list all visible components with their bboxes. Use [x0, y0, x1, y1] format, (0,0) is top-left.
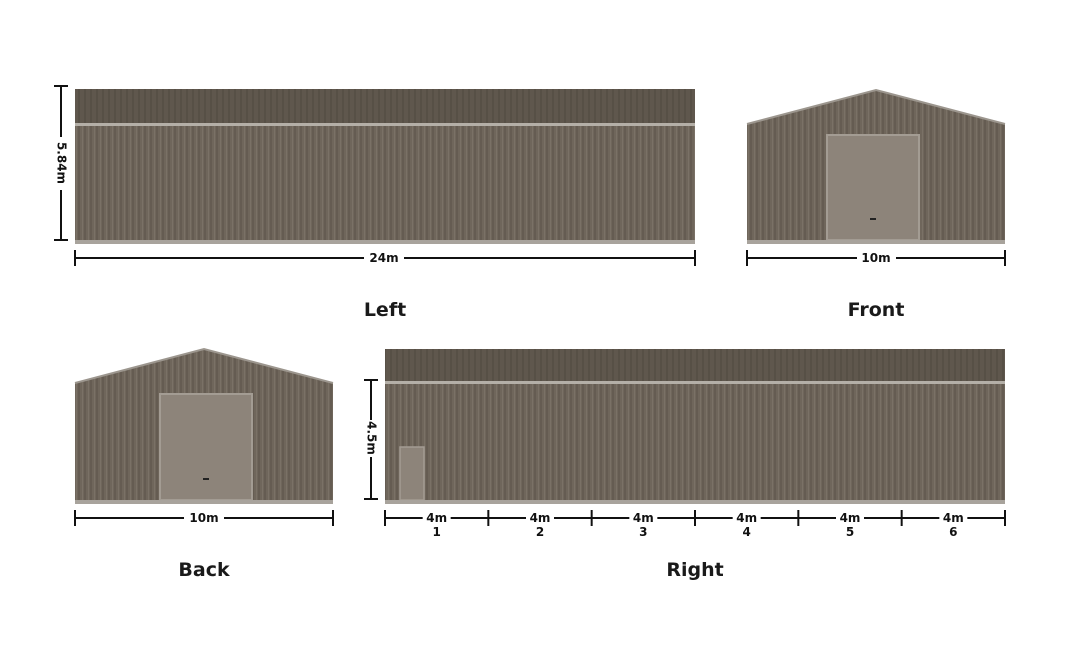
back-elevation	[74, 347, 334, 504]
front-width-dimension	[746, 250, 1006, 266]
left-height-label: 5.84m	[55, 142, 69, 184]
front-roof-edge	[746, 88, 1006, 125]
bay-width-label: 4m	[426, 511, 447, 525]
left-roof-band	[75, 89, 695, 123]
right-wall	[385, 384, 1005, 500]
front-door-handle	[870, 218, 876, 220]
back-roof-edge	[74, 347, 334, 384]
right-height-label: 4.5m	[365, 421, 379, 455]
front-width-label: 10m	[861, 251, 890, 265]
bay-number-label: 2	[536, 525, 544, 539]
bay-width-label: 4m	[943, 511, 964, 525]
bay-number-label: 1	[432, 525, 440, 539]
bay-number-label: 4	[742, 525, 750, 539]
front-view-label: Front	[847, 299, 905, 321]
right-height-dimension	[364, 379, 378, 500]
left-eave-trim	[75, 123, 695, 126]
right-view-label: Right	[666, 559, 724, 581]
bay-number-label: 5	[846, 525, 854, 539]
bay-width-label: 4m	[736, 511, 757, 525]
bay-number-label: 3	[639, 525, 647, 539]
left-width-label: 24m	[369, 251, 398, 265]
right-base-trim	[385, 500, 1005, 504]
front-roller-door	[826, 134, 920, 241]
left-width-dimension	[74, 250, 696, 266]
front-elevation	[746, 88, 1006, 244]
back-view-label: Back	[178, 559, 230, 581]
left-view-label: Left	[363, 299, 407, 321]
bay-width-label: 4m	[633, 511, 654, 525]
back-width-dimension	[74, 510, 334, 526]
bay-width-label: 4m	[840, 511, 861, 525]
back-width-label: 10m	[189, 511, 218, 525]
left-height-dimension	[54, 85, 68, 241]
bay-number-label: 6	[949, 525, 957, 539]
right-personnel-door	[399, 446, 425, 501]
back-roller-door	[159, 393, 253, 501]
right-roof-band	[385, 349, 1005, 381]
back-door-handle	[203, 478, 209, 480]
right-eave-trim	[385, 381, 1005, 384]
right-elevation	[385, 349, 1005, 504]
left-base-trim	[75, 240, 695, 244]
left-wall	[75, 126, 695, 240]
front-base-trim	[747, 240, 1005, 244]
back-base-trim	[75, 500, 333, 504]
bay-width-label: 4m	[530, 511, 551, 525]
left-elevation	[75, 89, 695, 244]
